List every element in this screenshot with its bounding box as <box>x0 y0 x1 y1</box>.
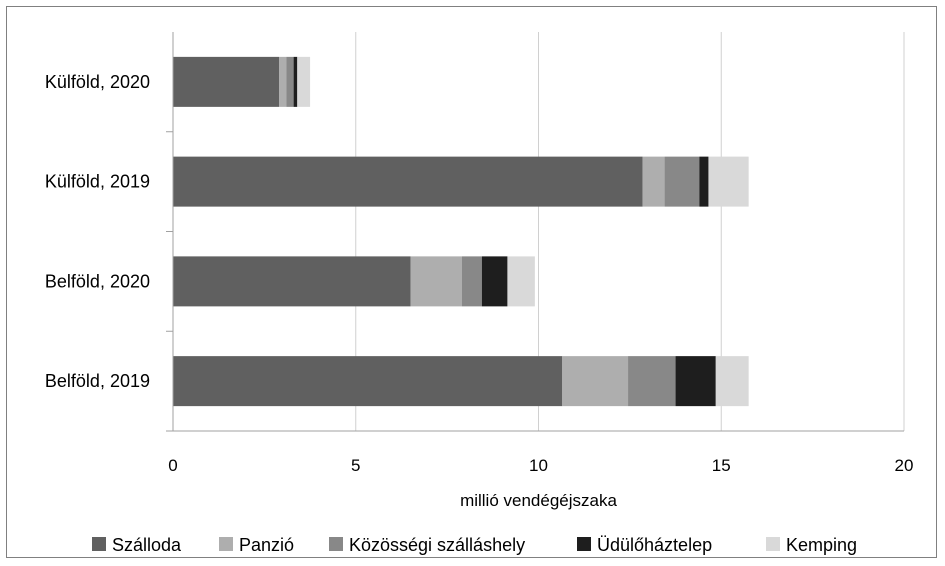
category-label: Külföld, 2019 <box>45 172 150 192</box>
x-axis-title: millió vendégéjszaka <box>460 491 617 510</box>
legend-label: Panzió <box>239 535 294 555</box>
legend-label: Üdülőháztelep <box>597 535 712 555</box>
bar-segment <box>628 356 676 407</box>
bar-segment <box>286 56 294 107</box>
bar-segment <box>173 356 563 407</box>
legend-swatch <box>92 537 106 551</box>
bar-segment <box>507 256 535 307</box>
bar-segment <box>642 156 665 207</box>
bar-segment <box>173 156 643 207</box>
bar-segment <box>461 256 482 307</box>
category-label: Belföld, 2020 <box>45 271 150 291</box>
legend-label: Szálloda <box>112 535 182 555</box>
bars <box>173 56 749 407</box>
bar-segment <box>699 156 709 207</box>
bar-segment <box>715 356 749 407</box>
bar-segment <box>562 356 629 407</box>
x-tick-label: 20 <box>895 456 914 475</box>
x-tick-label: 5 <box>351 456 360 475</box>
x-tick-label: 0 <box>168 456 177 475</box>
bar-segment <box>293 56 298 107</box>
bar-segment <box>410 256 462 307</box>
category-label: Belföld, 2019 <box>45 371 150 391</box>
category-label: Külföld, 2020 <box>45 72 150 92</box>
category-labels: Belföld, 2019 Belföld, 2020 Külföld, 2019 K… <box>45 72 150 391</box>
x-tick-label: 15 <box>712 456 731 475</box>
x-tick-label: 10 <box>529 456 548 475</box>
bar-segment <box>708 156 749 207</box>
bar-segment <box>297 56 311 107</box>
legend-swatch <box>766 537 780 551</box>
legend-swatch <box>219 537 233 551</box>
legend-swatch <box>329 537 343 551</box>
legend-label: Közösségi szálláshely <box>349 535 525 555</box>
legend-swatch <box>577 537 591 551</box>
axes <box>166 32 904 432</box>
bar-segment <box>173 56 279 107</box>
x-tick-labels: 0 5 10 15 20 <box>168 456 913 475</box>
bar-segment <box>675 356 716 407</box>
bar-segment <box>664 156 700 207</box>
bar-segment <box>278 56 287 107</box>
legend-label: Kemping <box>786 535 857 555</box>
bar-segment <box>173 256 411 307</box>
legend: Szálloda Panzió Közösségi szálláshely Üdülő… <box>92 535 857 555</box>
bar-segment <box>481 256 508 307</box>
